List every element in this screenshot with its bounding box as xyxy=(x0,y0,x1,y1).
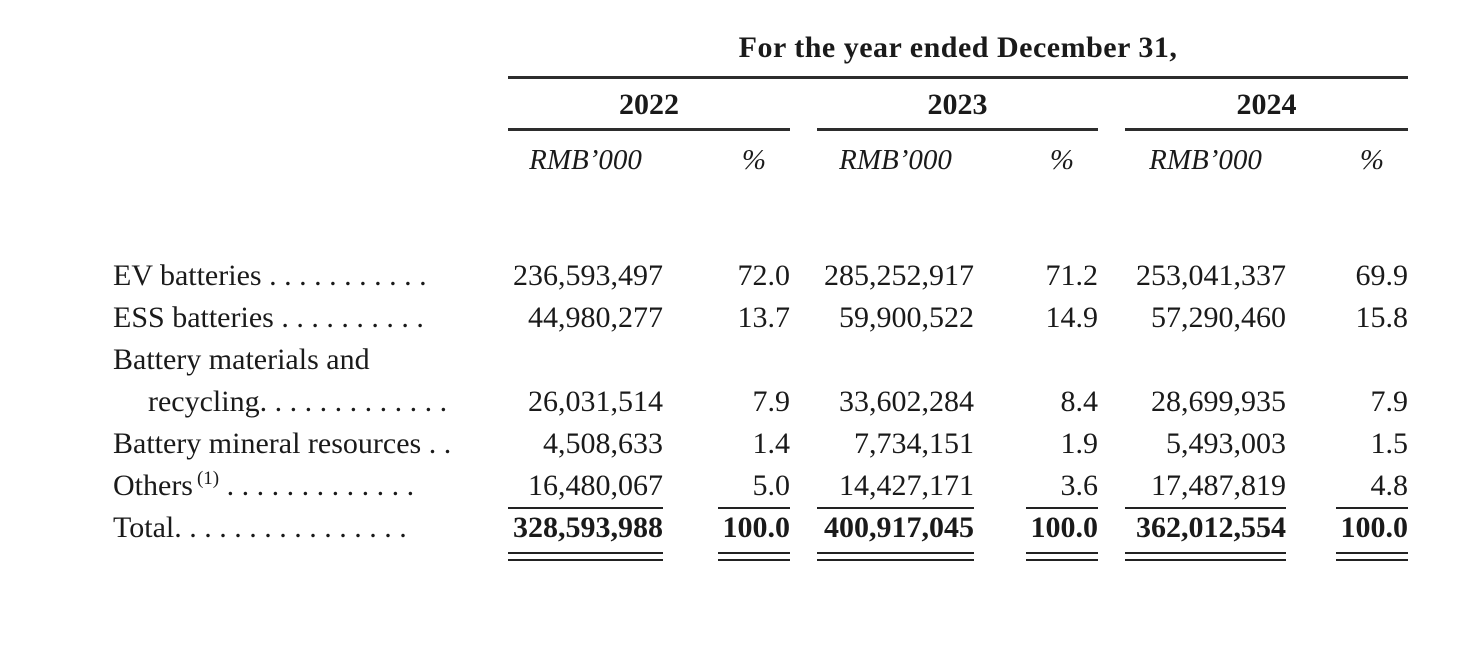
column-gap xyxy=(1098,507,1125,565)
year-header-2022: 2022 xyxy=(619,88,679,121)
year-header-2024: 2024 xyxy=(1236,88,1297,121)
year-rule-2022 xyxy=(508,128,790,131)
value-2024: 5,493,003 xyxy=(1166,427,1286,460)
percent-2024: 15.8 xyxy=(1355,301,1409,334)
column-gap xyxy=(1098,297,1125,339)
value-2023: 33,602,284 xyxy=(839,385,974,418)
row-label-total: Total. . . . . . . . . . . . . . . . xyxy=(113,511,407,544)
value-2023: 59,900,522 xyxy=(839,301,974,334)
total-percent-2022: 100.0 xyxy=(663,507,790,565)
total-value-2022: 328,593,988 xyxy=(508,507,663,565)
row-label-recycling: recycling. . . . . . . . . . . . . xyxy=(148,385,448,418)
percent-2024: 1.5 xyxy=(1370,427,1409,460)
percent-header-2024: % xyxy=(1359,144,1385,176)
percent-2023: 3.6 xyxy=(974,465,1098,509)
value-2024: 17,487,819 xyxy=(1125,465,1286,509)
total-value-2023: 400,917,045 xyxy=(817,507,974,565)
column-gap xyxy=(790,255,817,297)
percent-header-2022: % xyxy=(741,144,767,176)
row-label-battery-materials: Battery materials and xyxy=(113,343,370,376)
row-label-battery-mineral-resources: Battery mineral resources . . xyxy=(113,427,452,460)
percent-2024: 7.9 xyxy=(1370,385,1409,418)
value-2024: 28,699,935 xyxy=(1151,385,1286,418)
column-gap xyxy=(1098,255,1125,297)
row-label-ess-batteries: ESS batteries . . . . . . . . . . xyxy=(113,301,424,334)
year-header-2023: 2023 xyxy=(927,88,988,121)
row-label-ev-batteries: EV batteries . . . . . . . . . . . xyxy=(113,259,427,292)
percent-2022: 13.7 xyxy=(737,301,791,334)
column-gap xyxy=(1098,465,1125,507)
value-2024: 57,290,460 xyxy=(1151,301,1286,334)
dot-leader: . . . . . . . . . . . . . xyxy=(219,469,415,502)
unit-header-2023: RMB’000 xyxy=(839,144,952,176)
value-2022: 236,593,497 xyxy=(513,259,663,292)
percent-2023: 8.4 xyxy=(1060,385,1099,418)
percent-2022: 72.0 xyxy=(737,259,791,292)
percent-2022: 1.4 xyxy=(752,427,791,460)
value-2022: 16,480,067 xyxy=(508,465,663,509)
column-gap xyxy=(790,465,817,507)
column-gap xyxy=(790,507,817,565)
percent-2023: 14.9 xyxy=(1045,301,1099,334)
dot-leader: . . . . . . . . . . . . . . . . xyxy=(174,511,407,544)
row-label-others: Others (1) . . . . . . . . . . . . . xyxy=(113,468,415,502)
value-2023: 285,252,917 xyxy=(824,259,974,292)
table-body: EV batteries . . . . . . . . . . . 236,5… xyxy=(113,255,1408,565)
dot-leader: . . xyxy=(421,427,452,460)
column-gap xyxy=(790,423,817,465)
year-rule-2023 xyxy=(817,128,1098,131)
table-title: For the year ended December 31, xyxy=(738,31,1178,64)
percent-2024: 4.8 xyxy=(1286,465,1408,509)
column-gap xyxy=(790,381,817,423)
footnote-superscript: (1) xyxy=(196,468,220,489)
total-value-2024: 362,012,554 xyxy=(1125,507,1286,565)
value-2022: 4,508,633 xyxy=(543,427,663,460)
column-gap xyxy=(1098,381,1125,423)
total-percent-2023: 100.0 xyxy=(974,507,1098,565)
dot-leader: . . . . . . . . . . . xyxy=(261,259,427,292)
percent-2023: 71.2 xyxy=(1045,259,1099,292)
header-spanning-rule xyxy=(508,76,1408,79)
percent-2022: 5.0 xyxy=(663,465,790,509)
value-2022: 26,031,514 xyxy=(528,385,663,418)
percent-2024: 69.9 xyxy=(1355,259,1409,292)
value-2024: 253,041,337 xyxy=(1136,259,1286,292)
dot-leader: . . . . . . . . . . . . . xyxy=(259,385,448,418)
value-2022: 44,980,277 xyxy=(528,301,663,334)
unit-header-2024: RMB’000 xyxy=(1149,144,1262,176)
column-gap xyxy=(1098,423,1125,465)
percent-header-2023: % xyxy=(1049,144,1075,176)
value-2023: 14,427,171 xyxy=(817,465,974,509)
dot-leader: . . . . . . . . . . xyxy=(273,301,424,334)
value-2023: 7,734,151 xyxy=(854,427,974,460)
percent-2022: 7.9 xyxy=(752,385,791,418)
unit-header-2022: RMB’000 xyxy=(529,144,642,176)
year-rule-2024 xyxy=(1125,128,1408,131)
percent-2023: 1.9 xyxy=(1060,427,1099,460)
column-gap xyxy=(790,297,817,339)
total-percent-2024: 100.0 xyxy=(1286,507,1408,565)
